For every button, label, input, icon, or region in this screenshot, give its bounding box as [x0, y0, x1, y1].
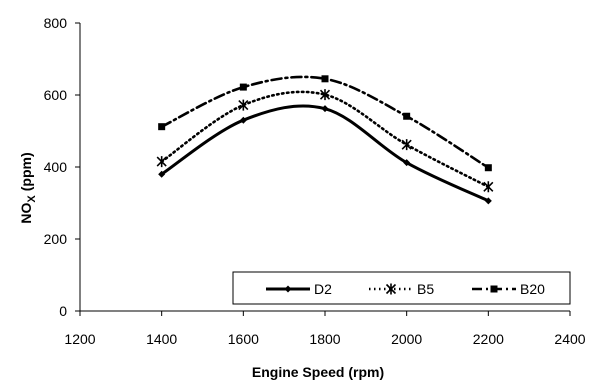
series-d2: [158, 104, 492, 205]
data-point-asterisk: [401, 139, 412, 151]
x-tick-label: 1600: [228, 331, 259, 347]
data-point-asterisk: [385, 283, 397, 295]
legend-item-d2: D2: [266, 281, 332, 297]
y-tick-label: 800: [44, 15, 68, 31]
y-axis-title-subscript: X: [26, 195, 38, 203]
data-point-asterisk: [156, 156, 167, 168]
data-point-square: [403, 112, 411, 120]
x-tick-label: 1200: [64, 331, 95, 347]
series-line-b5: [160, 90, 490, 189]
data-point-square: [490, 285, 498, 293]
data-point-diamond: [484, 197, 492, 205]
y-axis-title-unit: (ppm): [18, 152, 34, 191]
data-point-asterisk: [238, 99, 249, 111]
series-b20: [158, 75, 492, 172]
series-b5: [156, 89, 494, 193]
x-tick-label: 1800: [309, 331, 340, 347]
legend-item-b20: B20: [472, 281, 545, 297]
x-tick-label: 2000: [391, 331, 422, 347]
x-tick-label: 2200: [473, 331, 504, 347]
y-tick-label: 0: [59, 303, 67, 319]
data-point-asterisk: [483, 181, 494, 193]
y-axis: 0 200 400 600 800: [44, 15, 81, 319]
y-tick-label: 600: [44, 87, 68, 103]
data-point-square: [239, 83, 247, 91]
data-point-diamond: [403, 159, 411, 167]
y-axis-title-main: NO: [18, 203, 34, 224]
y-axis-title: NOX (ppm): [18, 152, 38, 223]
data-point-asterisk: [319, 89, 331, 101]
data-point-diamond: [284, 285, 292, 293]
data-point-diamond: [321, 105, 329, 113]
legend-item-b5: B5: [369, 281, 434, 297]
series-layer: [156, 75, 494, 205]
legend-label: B5: [417, 281, 434, 297]
data-point-square: [321, 75, 329, 83]
data-point-square: [484, 164, 492, 172]
legend-label: B20: [520, 281, 545, 297]
x-tick-label: 1400: [146, 331, 177, 347]
x-axis: 1200 1400 1600 1800 2000 2200 2400: [64, 310, 586, 347]
legend: D2 B5 B20: [232, 271, 571, 305]
legend-label: D2: [314, 281, 332, 297]
y-tick-label: 400: [44, 159, 68, 175]
x-axis-title: Engine Speed (rpm): [252, 364, 384, 380]
y-tick-label: 200: [44, 231, 68, 247]
data-point-diamond: [239, 116, 247, 124]
data-point-square: [158, 123, 166, 131]
series-line-d2: [160, 104, 490, 203]
x-tick-label: 2400: [554, 331, 585, 347]
data-point-diamond: [158, 170, 166, 178]
